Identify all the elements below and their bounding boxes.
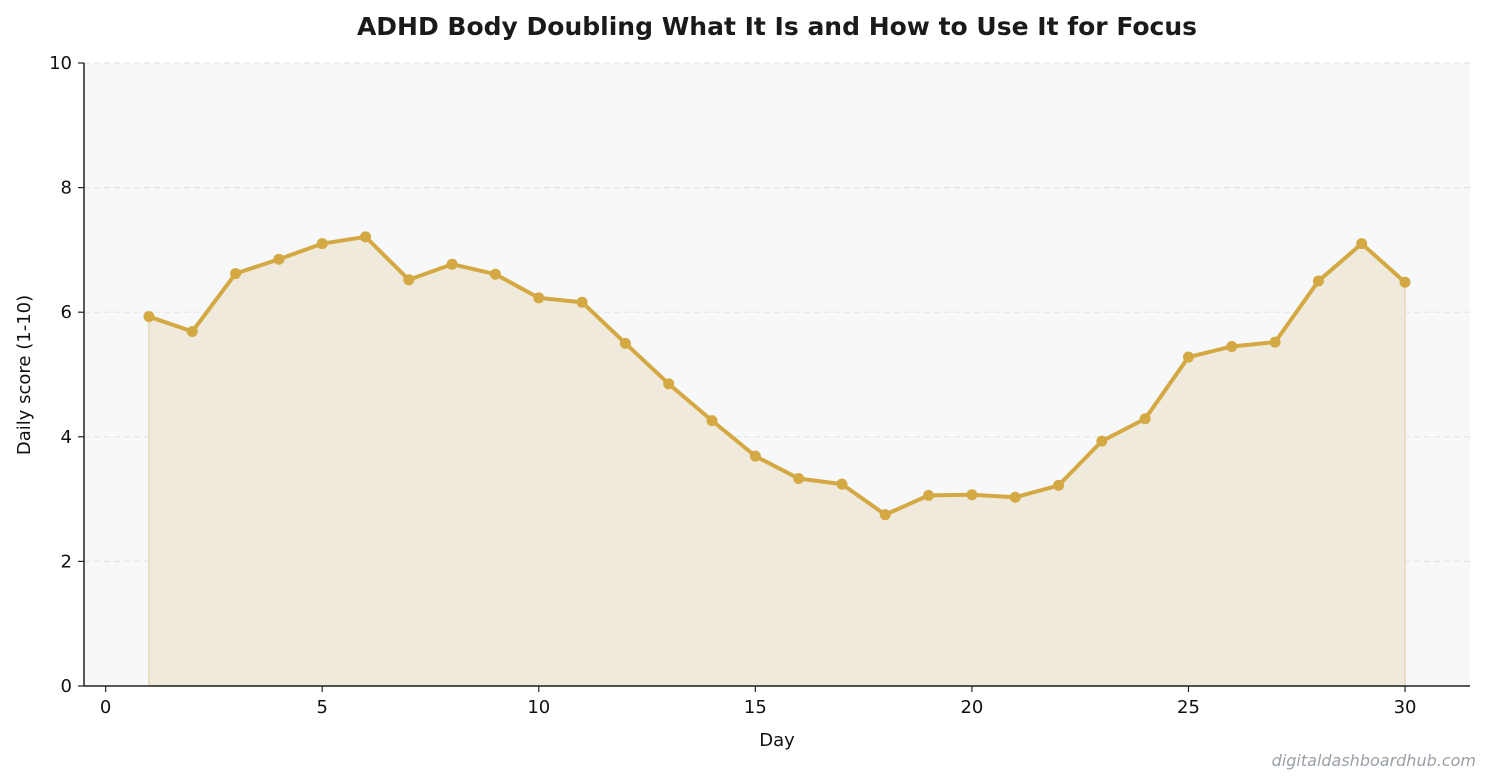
data-point (1096, 435, 1108, 447)
data-point (1312, 275, 1324, 287)
data-point (533, 292, 545, 304)
data-point (273, 253, 285, 265)
data-point (879, 509, 891, 521)
data-point (793, 473, 805, 485)
y-tick-label: 6 (61, 302, 72, 323)
data-point (489, 268, 501, 280)
data-point (1269, 336, 1281, 348)
y-axis-ticks: 0 2 4 6 8 10 (49, 53, 84, 697)
data-point (749, 450, 761, 462)
series-line (148, 234, 1407, 517)
x-tick-label: 5 (316, 697, 327, 718)
y-tick-label: 4 (61, 427, 72, 448)
data-point (143, 311, 155, 323)
data-point (1053, 479, 1065, 491)
data-point (1226, 340, 1238, 352)
x-tick-label: 10 (527, 697, 550, 718)
x-tick-label: 25 (1177, 697, 1200, 718)
y-tick-label: 10 (49, 53, 72, 74)
y-tick-label: 2 (61, 551, 72, 572)
chart-title: ADHD Body Doubling What It Is and How to… (357, 12, 1197, 41)
x-tick-label: 15 (744, 697, 767, 718)
data-point (663, 378, 675, 390)
data-point (360, 231, 372, 243)
data-point (186, 326, 198, 338)
data-point (1139, 413, 1151, 425)
data-point (966, 489, 978, 501)
y-tick-label: 8 (61, 178, 72, 199)
data-point (1009, 491, 1021, 503)
y-tick-label: 0 (61, 676, 72, 697)
x-tick-label: 30 (1394, 697, 1417, 718)
data-point (1399, 276, 1411, 288)
x-axis-ticks: 0 5 10 15 20 25 30 (100, 686, 1417, 718)
y-axis-label: Daily score (1-10) (14, 295, 35, 455)
x-tick-label: 20 (960, 697, 983, 718)
x-tick-label: 0 (100, 697, 111, 718)
data-point (619, 337, 631, 349)
data-point (706, 415, 718, 427)
data-point (1182, 351, 1194, 363)
data-point (836, 478, 848, 490)
data-points (143, 231, 1411, 521)
data-point (403, 274, 415, 286)
data-point (576, 296, 588, 308)
watermark-text: digitaldashboardhub.com (1272, 751, 1476, 770)
data-point (1356, 238, 1368, 250)
x-axis-label: Day (759, 730, 795, 751)
data-point (230, 268, 242, 280)
data-point (316, 238, 328, 250)
data-point (923, 489, 935, 501)
data-point (446, 258, 458, 270)
axes (83, 63, 1470, 687)
